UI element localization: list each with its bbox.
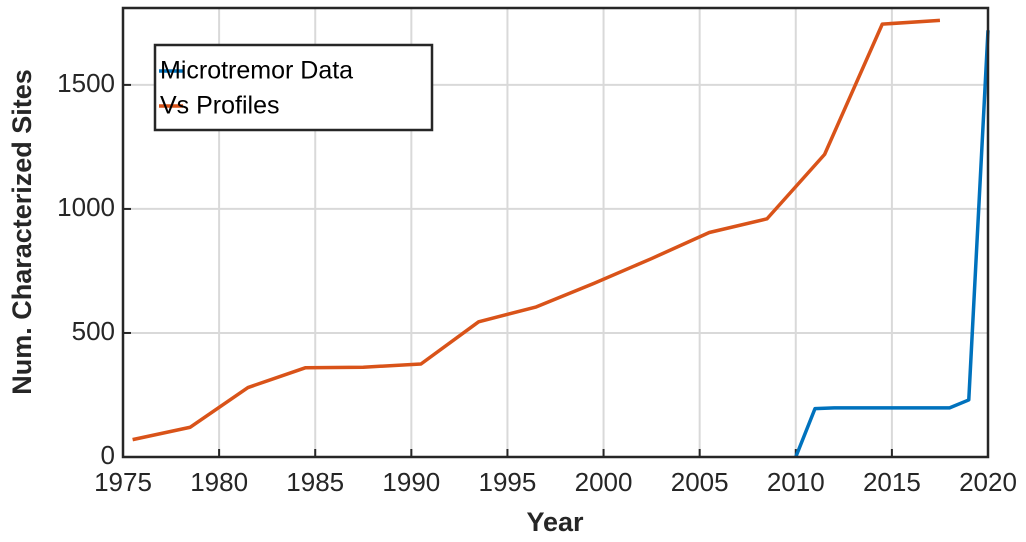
x-tick-label: 1985 xyxy=(286,467,344,497)
y-tick-label: 1000 xyxy=(57,192,115,222)
x-tick-label: 1980 xyxy=(190,467,248,497)
legend-label: Vs Profiles xyxy=(160,92,279,120)
y-tick-label: 1500 xyxy=(57,68,115,98)
y-tick-label: 500 xyxy=(72,316,115,346)
x-axis-title: Year xyxy=(526,507,584,537)
x-tick-label: 1995 xyxy=(479,467,537,497)
legend-label: Microtremor Data xyxy=(160,57,353,85)
x-tick-label: 1975 xyxy=(94,467,152,497)
y-tick-label: 0 xyxy=(101,440,115,470)
axes-box xyxy=(121,6,990,459)
data-line xyxy=(794,30,990,458)
x-tick-label: 2010 xyxy=(767,467,825,497)
legend-box xyxy=(153,43,434,132)
y-axis-title: Num. Characterized Sites xyxy=(7,69,37,395)
x-tick-label: 2020 xyxy=(959,467,1017,497)
x-tick-label: 1990 xyxy=(382,467,440,497)
data-line xyxy=(132,18,941,442)
x-tick-label: 2015 xyxy=(863,467,921,497)
x-tick-label: 2000 xyxy=(575,467,633,497)
x-tick-label: 2005 xyxy=(671,467,729,497)
